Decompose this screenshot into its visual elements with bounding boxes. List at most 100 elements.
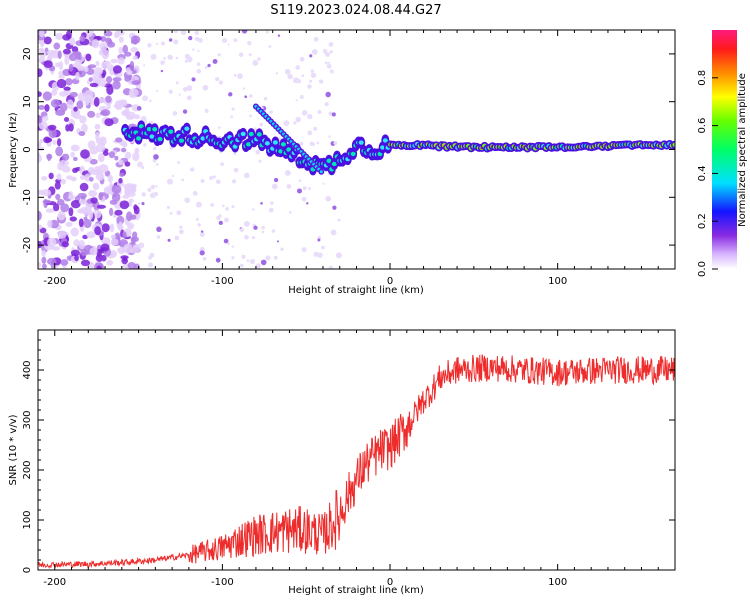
spectrogram-noise-blob xyxy=(70,227,79,237)
spectrogram-noise-blob xyxy=(112,77,122,82)
spectrogram-noise-blob xyxy=(89,82,99,88)
spectrogram-noise-blob xyxy=(143,120,148,124)
spectrogram-noise-blob xyxy=(155,89,159,92)
spectrogram-noise-blob xyxy=(63,86,71,91)
spectrogram-noise-blob xyxy=(60,102,68,112)
spectrogram-noise-blob xyxy=(42,199,52,204)
spectrogram-noise-blob xyxy=(317,110,322,114)
spectrogram-noise-blob xyxy=(317,238,321,242)
spectrogram-noise-blob xyxy=(249,114,253,118)
spectrogram-noise-blob xyxy=(233,38,238,43)
x-tick-label: 0 xyxy=(387,577,393,588)
spectrogram-noise-blob xyxy=(109,223,115,233)
spectrogram-noise-blob xyxy=(271,229,276,233)
spectrogram-noise-blob xyxy=(109,249,118,258)
spectrogram-noise-blob xyxy=(74,59,82,68)
spectrogram-noise-blob xyxy=(127,261,137,269)
spectrogram-noise-blob xyxy=(113,32,120,39)
spectrogram-noise-blob xyxy=(329,50,333,54)
spectrogram-noise-blob xyxy=(78,218,84,228)
spectrogram-noise-blob xyxy=(167,238,171,242)
spectrogram-noise-blob xyxy=(55,109,66,116)
y-tick-label: 0 xyxy=(22,567,33,573)
spectrogram-noise-blob xyxy=(69,91,78,98)
spectrogram-noise-blob xyxy=(155,42,159,45)
spectrogram-noise-blob xyxy=(76,100,84,110)
spectrogram-noise-blob xyxy=(110,234,117,239)
spectrogram-noise-blob xyxy=(110,58,118,64)
spectrogram-noise-blob xyxy=(57,50,62,60)
spectrogram-noise-blob xyxy=(225,206,229,211)
spectrogram-noise-blob xyxy=(45,208,55,213)
spectrogram-noise-blob xyxy=(68,63,74,72)
spectrogram-noise-blob xyxy=(141,192,146,197)
spectrogram-noise-blob xyxy=(216,215,221,220)
spectrogram-noise-blob xyxy=(54,181,61,190)
spectrogram-noise-blob xyxy=(173,30,178,34)
spectrogram-noise-blob xyxy=(196,69,202,74)
x-tick-label: 100 xyxy=(548,577,567,588)
y-tick-label: -20 xyxy=(22,237,33,253)
spectrogram-noise-blob xyxy=(171,174,175,178)
spectrogram-noise-blob xyxy=(199,250,205,256)
spectrogram-noise-blob xyxy=(233,152,237,156)
spectrogram-noise-blob xyxy=(209,176,214,181)
spectrogram-noise-blob xyxy=(260,202,263,205)
spectrogram-noise-blob xyxy=(61,153,70,161)
spectrogram-noise-blob xyxy=(295,99,298,102)
snr-y-label: SNR (10 * v/v) xyxy=(8,414,19,485)
snr-x-ticks: -200 -100 0 100 xyxy=(37,330,676,588)
spectrogram-noise-blob xyxy=(48,128,57,139)
spectrogram-noise-blob xyxy=(216,179,221,185)
spectrogram-noise-blob xyxy=(184,59,188,63)
spectrogram-noise-blob xyxy=(271,183,278,190)
spectrogram-noise-blob xyxy=(153,146,157,151)
spectrogram-noise-blob xyxy=(41,256,47,264)
spectrogram-noise-blob xyxy=(41,189,52,196)
snr-panel: -200 -100 0 100 0 100 200 300 400 Height of str… xyxy=(8,329,676,596)
spectrogram-noise-blob xyxy=(122,231,127,239)
spectrogram-noise-blob xyxy=(75,71,80,81)
spectrogram-noise-blob xyxy=(94,226,101,236)
spectrogram-noise-blob xyxy=(155,185,158,188)
spectrogram-noise-blob xyxy=(265,30,269,34)
spectrogram-noise-blob xyxy=(228,92,233,97)
spectrogram-noise-blob xyxy=(166,205,170,209)
spectrogram-noise-blob xyxy=(46,49,57,55)
spectrogram-noise-blob xyxy=(186,95,192,101)
spectrogram-noise-blob xyxy=(51,89,58,96)
spectrogram-noise-blob xyxy=(286,184,292,189)
spectrogram-noise-blob xyxy=(47,257,57,266)
spectrogram-noise-blob xyxy=(325,52,330,57)
spectrogram-noise-blob xyxy=(63,117,70,122)
spectrogram-noise-blob xyxy=(231,245,234,248)
spectrogram-noise-blob xyxy=(215,257,221,263)
y-tick-label: 200 xyxy=(22,460,33,479)
spectrogram-noise-blob xyxy=(149,99,152,103)
spectrogram-noise-blob xyxy=(316,141,320,145)
spectrogram-y-label: Frequency (Hz) xyxy=(8,112,19,188)
spectrogram-noise-blob xyxy=(160,41,165,46)
snr-series-line xyxy=(38,354,675,570)
spectrogram-noise-blob xyxy=(299,56,305,62)
spectrogram-noise-blob xyxy=(268,207,274,213)
spectrogram-noise-blob xyxy=(48,124,57,131)
spectrogram-noise-blob xyxy=(126,111,136,119)
spectrogram-noise-blob xyxy=(142,95,148,102)
spectrogram-noise-blob xyxy=(260,259,267,266)
spectrogram-noise-blob xyxy=(237,73,243,79)
spectrogram-noise-blob xyxy=(253,225,258,230)
spectrogram-noise-blob xyxy=(50,98,61,108)
spectrogram-noise-blob xyxy=(119,200,130,210)
spectrogram-noise-blob xyxy=(179,229,184,235)
spectrogram-noise-blob xyxy=(147,187,152,192)
spectrogram-noise-blob xyxy=(242,87,246,90)
spectrogram-noise-blob xyxy=(284,169,291,176)
colorbar: 0.0 0.2 0.4 0.6 0.8 Normalized spectral ampl… xyxy=(697,30,748,277)
spectrogram-noise-blob xyxy=(221,204,225,208)
spectrogram-ridge-mark xyxy=(264,141,270,146)
spectrogram-noise-blob xyxy=(69,216,77,222)
spectrogram-ridge-mark xyxy=(382,138,388,143)
spectrogram-noise-blob xyxy=(150,53,157,60)
spectrogram-noise-blob xyxy=(249,94,253,98)
